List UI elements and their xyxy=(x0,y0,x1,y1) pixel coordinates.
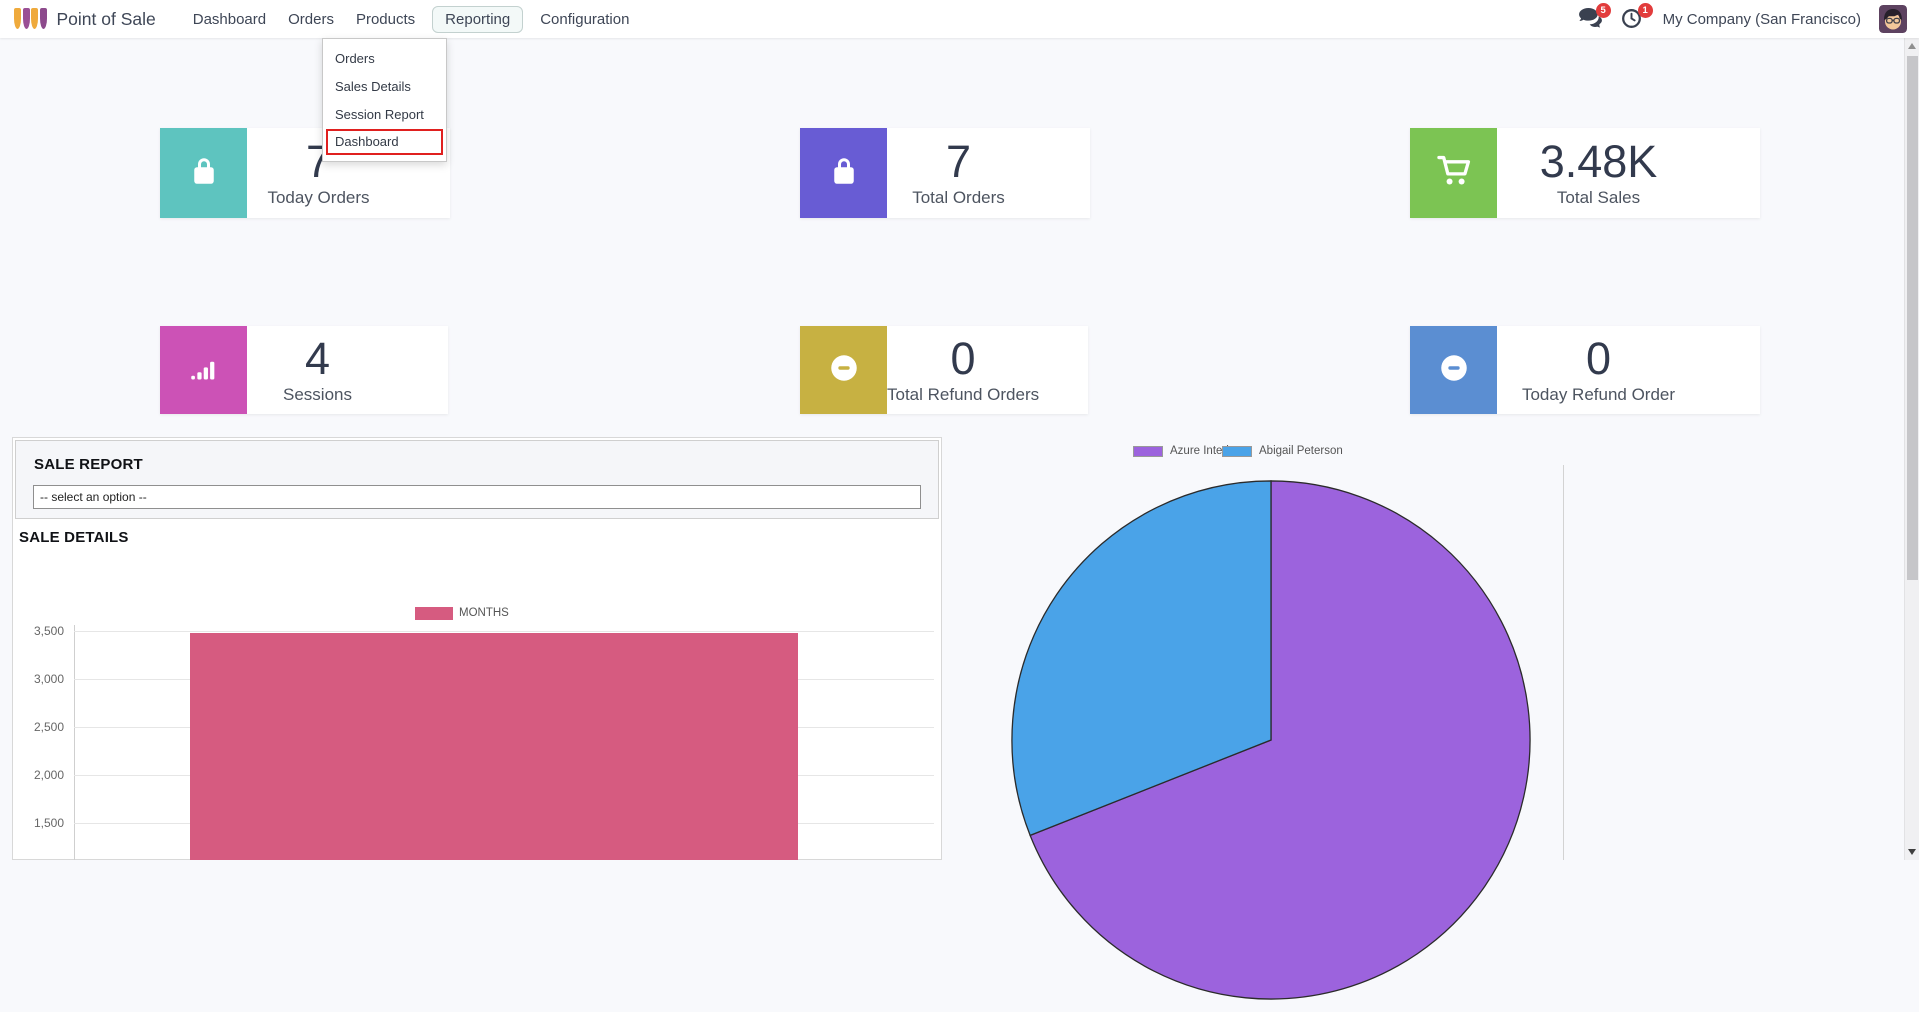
y-tick-label: 1,500 xyxy=(33,816,64,830)
bar-legend-swatch[interactable] xyxy=(415,607,453,620)
y-axis-line xyxy=(74,625,75,860)
kpi-label: Total Orders xyxy=(912,187,1005,207)
nav-item-dashboard[interactable]: Dashboard xyxy=(192,10,267,28)
kpi-icon-block xyxy=(160,128,247,218)
kpi-card-total-sales[interactable]: 3.48K Total Sales xyxy=(1410,128,1760,218)
kpi-icon-block xyxy=(800,326,887,414)
logo-stripe xyxy=(14,7,21,29)
pie-chart xyxy=(1011,480,1531,1000)
kpi-label: Total Sales xyxy=(1556,187,1641,207)
scroll-up-arrow-icon[interactable] xyxy=(1908,43,1916,49)
menu-item-dashboard[interactable]: Dashboard xyxy=(326,129,443,155)
kpi-icon-block xyxy=(1410,128,1497,218)
sale-details-bar xyxy=(190,632,798,860)
messages-button[interactable]: 5 xyxy=(1578,3,1611,32)
kpi-label: Sessions xyxy=(283,384,352,404)
app-title[interactable]: Point of Sale xyxy=(56,8,156,29)
sale-report-header: SALE REPORT -- select an option -- xyxy=(15,440,939,519)
shopping-cart-icon xyxy=(1435,152,1473,195)
y-tick-label: 2,500 xyxy=(33,720,64,734)
sale-details-title: SALE DETAILS xyxy=(19,529,129,546)
top-navbar: Point of Sale Dashboard Orders Products … xyxy=(0,0,1919,38)
kpi-card-total-orders[interactable]: 7 Total Orders xyxy=(800,128,1090,218)
pie-legend-label-abigail[interactable]: Abigail Peterson xyxy=(1259,445,1343,457)
nav-item-configuration[interactable]: Configuration xyxy=(540,10,630,28)
y-tick-label: 3,500 xyxy=(33,624,64,638)
pie-legend-swatch-abigail[interactable] xyxy=(1222,446,1252,457)
gridline xyxy=(74,631,934,632)
app-logo-icon[interactable] xyxy=(14,7,47,31)
scroll-down-arrow-icon[interactable] xyxy=(1908,849,1916,855)
messages-badge: 5 xyxy=(1595,3,1611,18)
pie-legend-label-azure[interactable]: Azure Interior xyxy=(1170,445,1240,457)
company-switcher[interactable]: My Company (San Francisco) xyxy=(1662,10,1861,28)
logo-stripe xyxy=(31,7,38,29)
kpi-card-sessions[interactable]: 4 Sessions xyxy=(160,326,448,414)
menu-item-session-report[interactable]: Session Report xyxy=(335,107,424,122)
nav-item-products[interactable]: Products xyxy=(355,10,416,28)
shopping-bag-icon xyxy=(826,153,862,194)
kpi-label: Today Orders xyxy=(267,187,370,207)
kpi-value: 7 xyxy=(945,136,972,188)
sale-report-title: SALE REPORT xyxy=(34,456,143,473)
panel-divider xyxy=(1563,465,1564,860)
kpi-value: 0 xyxy=(950,333,976,385)
nav-item-reporting[interactable]: Reporting xyxy=(432,5,524,33)
user-avatar[interactable] xyxy=(1879,5,1907,33)
kpi-card-total-refund-orders[interactable]: 0 Total Refund Orders xyxy=(800,326,1088,414)
chat-bubbles-icon xyxy=(1578,8,1602,32)
reporting-dropdown-menu: Orders Sales Details Session Report Dash… xyxy=(322,38,447,162)
kpi-card-today-refund-order[interactable]: 0 Today Refund Order xyxy=(1410,326,1760,414)
menu-item-orders[interactable]: Orders xyxy=(335,51,375,66)
shopping-bag-icon xyxy=(186,153,222,194)
y-tick-label: 3,000 xyxy=(33,672,64,686)
kpi-value: 0 xyxy=(1585,333,1612,385)
vertical-scrollbar[interactable] xyxy=(1904,38,1919,860)
kpi-icon-block xyxy=(1410,326,1497,414)
kpi-label: Today Refund Order xyxy=(1521,384,1676,404)
kpi-value: 3.48K xyxy=(1539,136,1658,188)
kpi-label: Total Refund Orders xyxy=(887,384,1040,404)
kpi-value: 4 xyxy=(304,333,331,385)
sale-report-select[interactable]: -- select an option -- xyxy=(33,485,921,509)
activities-badge: 1 xyxy=(1637,3,1653,18)
pie-legend-swatch-azure[interactable] xyxy=(1133,446,1163,457)
minus-circle-icon xyxy=(827,351,861,390)
signal-bars-icon xyxy=(187,351,221,390)
bar-legend-label[interactable]: MONTHS xyxy=(459,607,509,619)
activities-button[interactable]: 1 xyxy=(1621,3,1653,33)
kpi-card-today-orders[interactable]: 7 Today Orders xyxy=(160,128,450,218)
minus-circle-icon xyxy=(1437,351,1471,390)
scrollbar-thumb[interactable] xyxy=(1907,56,1918,580)
pie-slice xyxy=(1011,480,1272,837)
logo-stripe xyxy=(39,7,47,29)
kpi-icon-block xyxy=(800,128,887,218)
menu-item-sales-details[interactable]: Sales Details xyxy=(335,79,411,94)
y-tick-label: 2,000 xyxy=(33,768,64,782)
logo-stripe xyxy=(22,7,30,29)
clock-icon xyxy=(1621,9,1642,33)
kpi-icon-block xyxy=(160,326,247,414)
nav-item-orders[interactable]: Orders xyxy=(288,10,334,28)
